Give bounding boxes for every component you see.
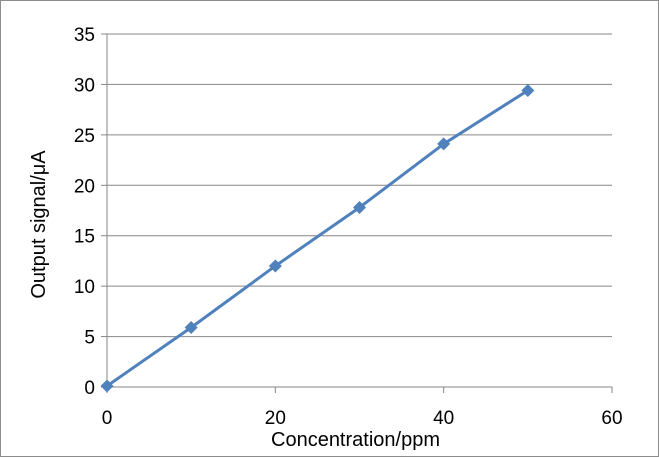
x-tick-label-40: 40 — [433, 408, 454, 429]
data-point-40 — [437, 137, 451, 151]
x-tick-label-0: 0 — [102, 408, 113, 429]
x-tick-label-20: 20 — [265, 408, 286, 429]
data-series — [100, 83, 535, 393]
data-point-30 — [353, 200, 366, 214]
data-point-0 — [100, 379, 114, 393]
x-axis-title: Concentration/ppm — [271, 429, 440, 451]
data-point-10 — [184, 320, 198, 334]
y-tick-label-20: 20 — [74, 176, 95, 197]
y-tick-label-5: 5 — [84, 328, 95, 349]
y-tick-label-25: 25 — [74, 126, 95, 147]
gridlines — [107, 33, 612, 338]
y-tick-label-15: 15 — [74, 227, 95, 248]
y-tick-label-10: 10 — [74, 277, 95, 298]
axes — [101, 33, 613, 393]
y-tick-label-0: 0 — [84, 378, 95, 399]
x-tick-labels: 0 20 40 60 — [102, 408, 623, 429]
y-axis-title: Output signal/μA — [28, 150, 50, 299]
data-point-20 — [268, 259, 282, 273]
y-tick-label-35: 35 — [74, 25, 95, 46]
x-tick-label-60: 60 — [601, 408, 622, 429]
y-tick-labels: 0 5 10 15 20 25 30 35 — [74, 25, 95, 399]
series-line-0 — [106, 89, 529, 388]
data-point-50 — [521, 83, 535, 97]
y-tick-label-30: 30 — [74, 75, 95, 96]
